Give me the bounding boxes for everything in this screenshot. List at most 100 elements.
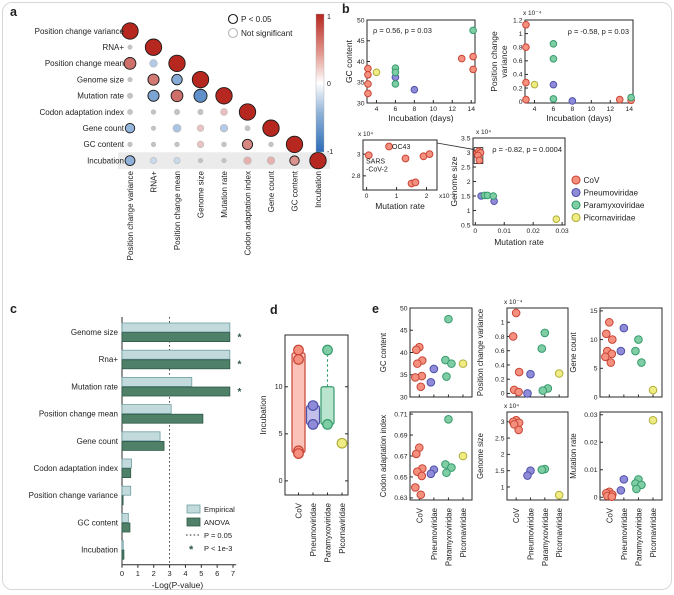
matrix-row-label: RNA+: [102, 43, 124, 52]
corr-dot: [238, 103, 257, 121]
tick-label: 0.63: [394, 495, 407, 502]
corr-dot: [309, 151, 327, 170]
corr-dot: [170, 89, 184, 103]
corr-dot: [124, 155, 136, 166]
data-point: [549, 40, 558, 48]
bar-empirical: [121, 540, 124, 550]
corr-dot: [174, 109, 180, 115]
tick-label: 0.71: [394, 411, 407, 418]
corr-dot: [241, 138, 254, 150]
colorbar-tick: -1: [327, 149, 333, 156]
data-point: [391, 68, 400, 77]
scale-label: x 10⁴: [476, 129, 491, 136]
corr-dot: [147, 73, 160, 86]
corr-dot: [150, 141, 157, 147]
corr-dot: [215, 87, 233, 105]
matrix-col-label: Mutation rate: [220, 170, 229, 217]
corr-dot: [191, 70, 210, 89]
corr-dot: [262, 119, 280, 137]
not-significant-legend-circle: [227, 27, 239, 39]
legend-asterisk: *: [189, 544, 194, 556]
tick-label: 1.5: [461, 193, 471, 200]
data-point: [508, 332, 518, 341]
data-point: [514, 387, 523, 397]
panel-e-codon-adaptation-index: 0.63 0.65 0.67 0.69 0.71 CoV Pneumoviridae Para…: [379, 411, 473, 566]
data-point: [601, 352, 610, 362]
colorbar-tick: 0: [327, 81, 331, 88]
data-point: [537, 344, 547, 353]
legend-marker: [571, 200, 581, 210]
panel-b-letter: b: [342, 2, 350, 16]
data-point: [307, 419, 319, 430]
data-point: [523, 389, 532, 398]
bar-anova: [121, 495, 124, 506]
legend-marker: [571, 212, 581, 223]
data-point: [607, 492, 617, 502]
corr-dot: [196, 140, 205, 148]
significant-legend-circle: [227, 13, 239, 25]
data-point: [540, 328, 550, 338]
data-point: [364, 70, 372, 79]
category-label: Paramyxoviridae: [634, 508, 643, 566]
category-label: Picornaviridae: [649, 508, 658, 557]
category-label: Picornaviridae: [555, 508, 564, 557]
data-point: [648, 385, 658, 395]
data-point: [554, 369, 564, 378]
tick-label: 1: [519, 31, 523, 38]
corr-dot: [172, 123, 182, 133]
data-point: [364, 64, 372, 73]
data-point: [293, 448, 304, 459]
corr-dot: [285, 135, 304, 154]
data-point: [522, 43, 530, 52]
data-point: [469, 52, 477, 61]
data-point: [411, 178, 420, 187]
tick-label: 50: [400, 305, 408, 312]
category-label: Picornaviridae: [338, 502, 347, 553]
data-point: [554, 490, 564, 500]
data-point: [549, 80, 558, 89]
data-point: [426, 378, 436, 387]
category-label: CoV: [415, 507, 424, 523]
tick-label: 0.02: [584, 440, 597, 447]
data-point: [608, 335, 617, 344]
legend-swatch-empirical: [186, 504, 201, 514]
matrix-col-label: Position change mean: [173, 171, 182, 250]
x-axis-label: Incubation (days): [546, 113, 611, 123]
tick-label: 3: [357, 151, 361, 158]
tick-label: 1: [395, 193, 399, 200]
data-point: [385, 142, 393, 151]
tick-label: 7: [231, 569, 235, 578]
data-point: [631, 346, 640, 356]
data-point: [511, 308, 521, 318]
plot-box: [362, 139, 438, 191]
matrix-row-label: GC content: [84, 140, 125, 149]
bar-anova: [121, 468, 132, 479]
category-label: Codon adaptation index: [33, 464, 118, 473]
matrix-row-label: Genome size: [77, 75, 125, 84]
tick-label: 0.6: [513, 58, 523, 65]
corr-dot: [168, 54, 186, 73]
corr-dot: [171, 73, 183, 86]
corr-dot: [243, 156, 252, 165]
corr-dot: [127, 92, 133, 99]
tick-label: 0: [501, 391, 505, 398]
bar-empirical: [121, 349, 231, 360]
data-point: [412, 345, 421, 355]
data-point: [549, 95, 558, 103]
annotation: ρ = -0.82, p = 0.0004: [492, 145, 562, 154]
tick-label: 3: [167, 569, 171, 578]
corr-dot: [196, 124, 205, 132]
data-point: [522, 95, 530, 104]
tick-label: 0: [120, 569, 124, 578]
category-label: Genome size: [71, 328, 119, 337]
data-point: [412, 449, 421, 459]
tick-label: 1: [501, 484, 505, 491]
panel-e-genome-size: 1 1.5 2 2.5 3 CoV Pneumoviridae Paramyxoviridae…: [476, 403, 569, 566]
tick-label: 0.5: [461, 222, 471, 229]
category-label: Picornaviridae: [459, 508, 468, 557]
tick-label: 1.2: [513, 17, 523, 24]
corr-dot: [197, 109, 204, 115]
category-label: Pneumoviridae: [526, 508, 535, 560]
data-point: [526, 369, 535, 379]
panel-a-letter: a: [10, 5, 17, 19]
